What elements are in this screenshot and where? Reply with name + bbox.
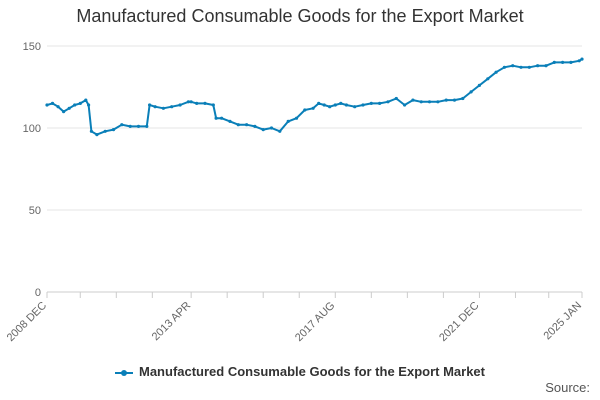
data-point[interactable] — [322, 103, 326, 107]
data-point[interactable] — [195, 101, 199, 105]
source-label[interactable]: Source: — [545, 380, 590, 395]
x-tick-labels: 2008 DEC 2013 APR 2017 AUG 2021 DEC 2025 JAN — [5, 300, 584, 344]
data-point[interactable] — [469, 90, 473, 94]
data-point[interactable] — [394, 96, 398, 101]
data-point[interactable] — [95, 133, 99, 137]
legend[interactable]: Manufactured Consumable Goods for the Ex… — [0, 364, 600, 379]
data-point[interactable] — [486, 77, 490, 81]
data-point[interactable] — [552, 60, 556, 64]
data-point[interactable] — [452, 98, 457, 102]
data-point[interactable] — [148, 103, 152, 107]
data-point[interactable] — [328, 105, 332, 109]
x-tick-label: 2017 AUG — [293, 300, 337, 344]
chart-title: Manufactured Consumable Goods for the Ex… — [76, 6, 524, 26]
data-point[interactable] — [519, 65, 523, 69]
data-point[interactable] — [62, 110, 66, 114]
data-point[interactable] — [544, 64, 548, 68]
series-line[interactable] — [46, 58, 583, 136]
grid-lines — [47, 45, 582, 211]
x-tick-label: 2021 DEC — [437, 300, 481, 344]
data-point[interactable] — [136, 124, 141, 128]
data-point[interactable] — [353, 105, 357, 109]
legend-swatch-icon — [115, 368, 133, 378]
data-point[interactable] — [494, 70, 498, 74]
data-point[interactable] — [50, 101, 55, 105]
data-point[interactable] — [214, 116, 218, 120]
data-point[interactable] — [67, 106, 71, 110]
data-point[interactable] — [161, 106, 165, 110]
data-point[interactable] — [269, 126, 274, 130]
data-point[interactable] — [245, 123, 249, 127]
legend-label: Manufactured Consumable Goods for the Ex… — [139, 364, 485, 379]
data-point[interactable] — [411, 98, 415, 102]
data-point[interactable] — [436, 100, 440, 104]
data-point[interactable] — [502, 65, 506, 69]
x-tick-label: 2013 APR — [150, 300, 194, 344]
data-point[interactable] — [569, 60, 573, 64]
data-point[interactable] — [286, 119, 290, 123]
data-point[interactable] — [170, 105, 174, 109]
data-point[interactable] — [120, 123, 124, 127]
y-tick-label: 100 — [23, 123, 41, 135]
series-line-group — [45, 57, 584, 137]
data-point[interactable] — [128, 124, 132, 128]
x-tick-label: 2008 DEC — [5, 300, 49, 344]
data-point[interactable] — [577, 59, 581, 63]
data-point[interactable] — [580, 57, 584, 61]
data-point[interactable] — [189, 100, 193, 104]
data-point[interactable] — [361, 103, 365, 107]
data-point[interactable] — [369, 101, 373, 105]
data-point[interactable] — [253, 124, 257, 128]
data-point[interactable] — [386, 100, 390, 104]
data-point[interactable] — [89, 129, 93, 133]
x-tick-label: 2025 JAN — [541, 300, 584, 343]
data-point[interactable] — [278, 129, 282, 133]
y-tick-label: 150 — [23, 41, 41, 53]
y-tick-label: 0 — [35, 287, 41, 299]
y-tick-labels: 0 50 100 150 — [23, 41, 41, 299]
y-tick-label: 50 — [29, 205, 41, 217]
data-point[interactable] — [303, 108, 307, 112]
axes — [46, 291, 583, 298]
data-point[interactable] — [403, 103, 407, 107]
data-point[interactable] — [419, 100, 423, 104]
data-point[interactable] — [186, 100, 190, 104]
data-point[interactable] — [56, 105, 60, 109]
data-point[interactable] — [527, 65, 531, 69]
data-point[interactable] — [111, 128, 116, 132]
data-point[interactable] — [511, 64, 515, 68]
data-point[interactable] — [103, 129, 107, 133]
data-point[interactable] — [261, 128, 265, 132]
data-point[interactable] — [203, 101, 207, 105]
data-point[interactable] — [73, 103, 77, 107]
data-point[interactable] — [444, 98, 448, 102]
data-point[interactable] — [339, 101, 343, 105]
data-point[interactable] — [461, 96, 465, 101]
data-point[interactable] — [536, 64, 540, 68]
data-point[interactable] — [317, 101, 321, 105]
data-point[interactable] — [153, 105, 157, 109]
data-point[interactable] — [145, 124, 149, 128]
data-point[interactable] — [294, 116, 299, 120]
data-point[interactable] — [87, 103, 91, 107]
data-point[interactable] — [228, 119, 232, 123]
data-point[interactable] — [311, 106, 315, 110]
data-point[interactable] — [427, 100, 432, 104]
data-point[interactable] — [561, 60, 565, 64]
data-point[interactable] — [84, 98, 88, 102]
data-point[interactable] — [378, 101, 382, 105]
data-point[interactable] — [236, 123, 240, 127]
data-point[interactable] — [477, 83, 481, 87]
data-point[interactable] — [45, 103, 49, 107]
data-point[interactable] — [220, 116, 224, 120]
data-point[interactable] — [78, 101, 82, 105]
data-point[interactable] — [333, 103, 337, 107]
data-point[interactable] — [178, 103, 182, 107]
data-point[interactable] — [344, 103, 348, 107]
data-point[interactable] — [211, 103, 215, 107]
